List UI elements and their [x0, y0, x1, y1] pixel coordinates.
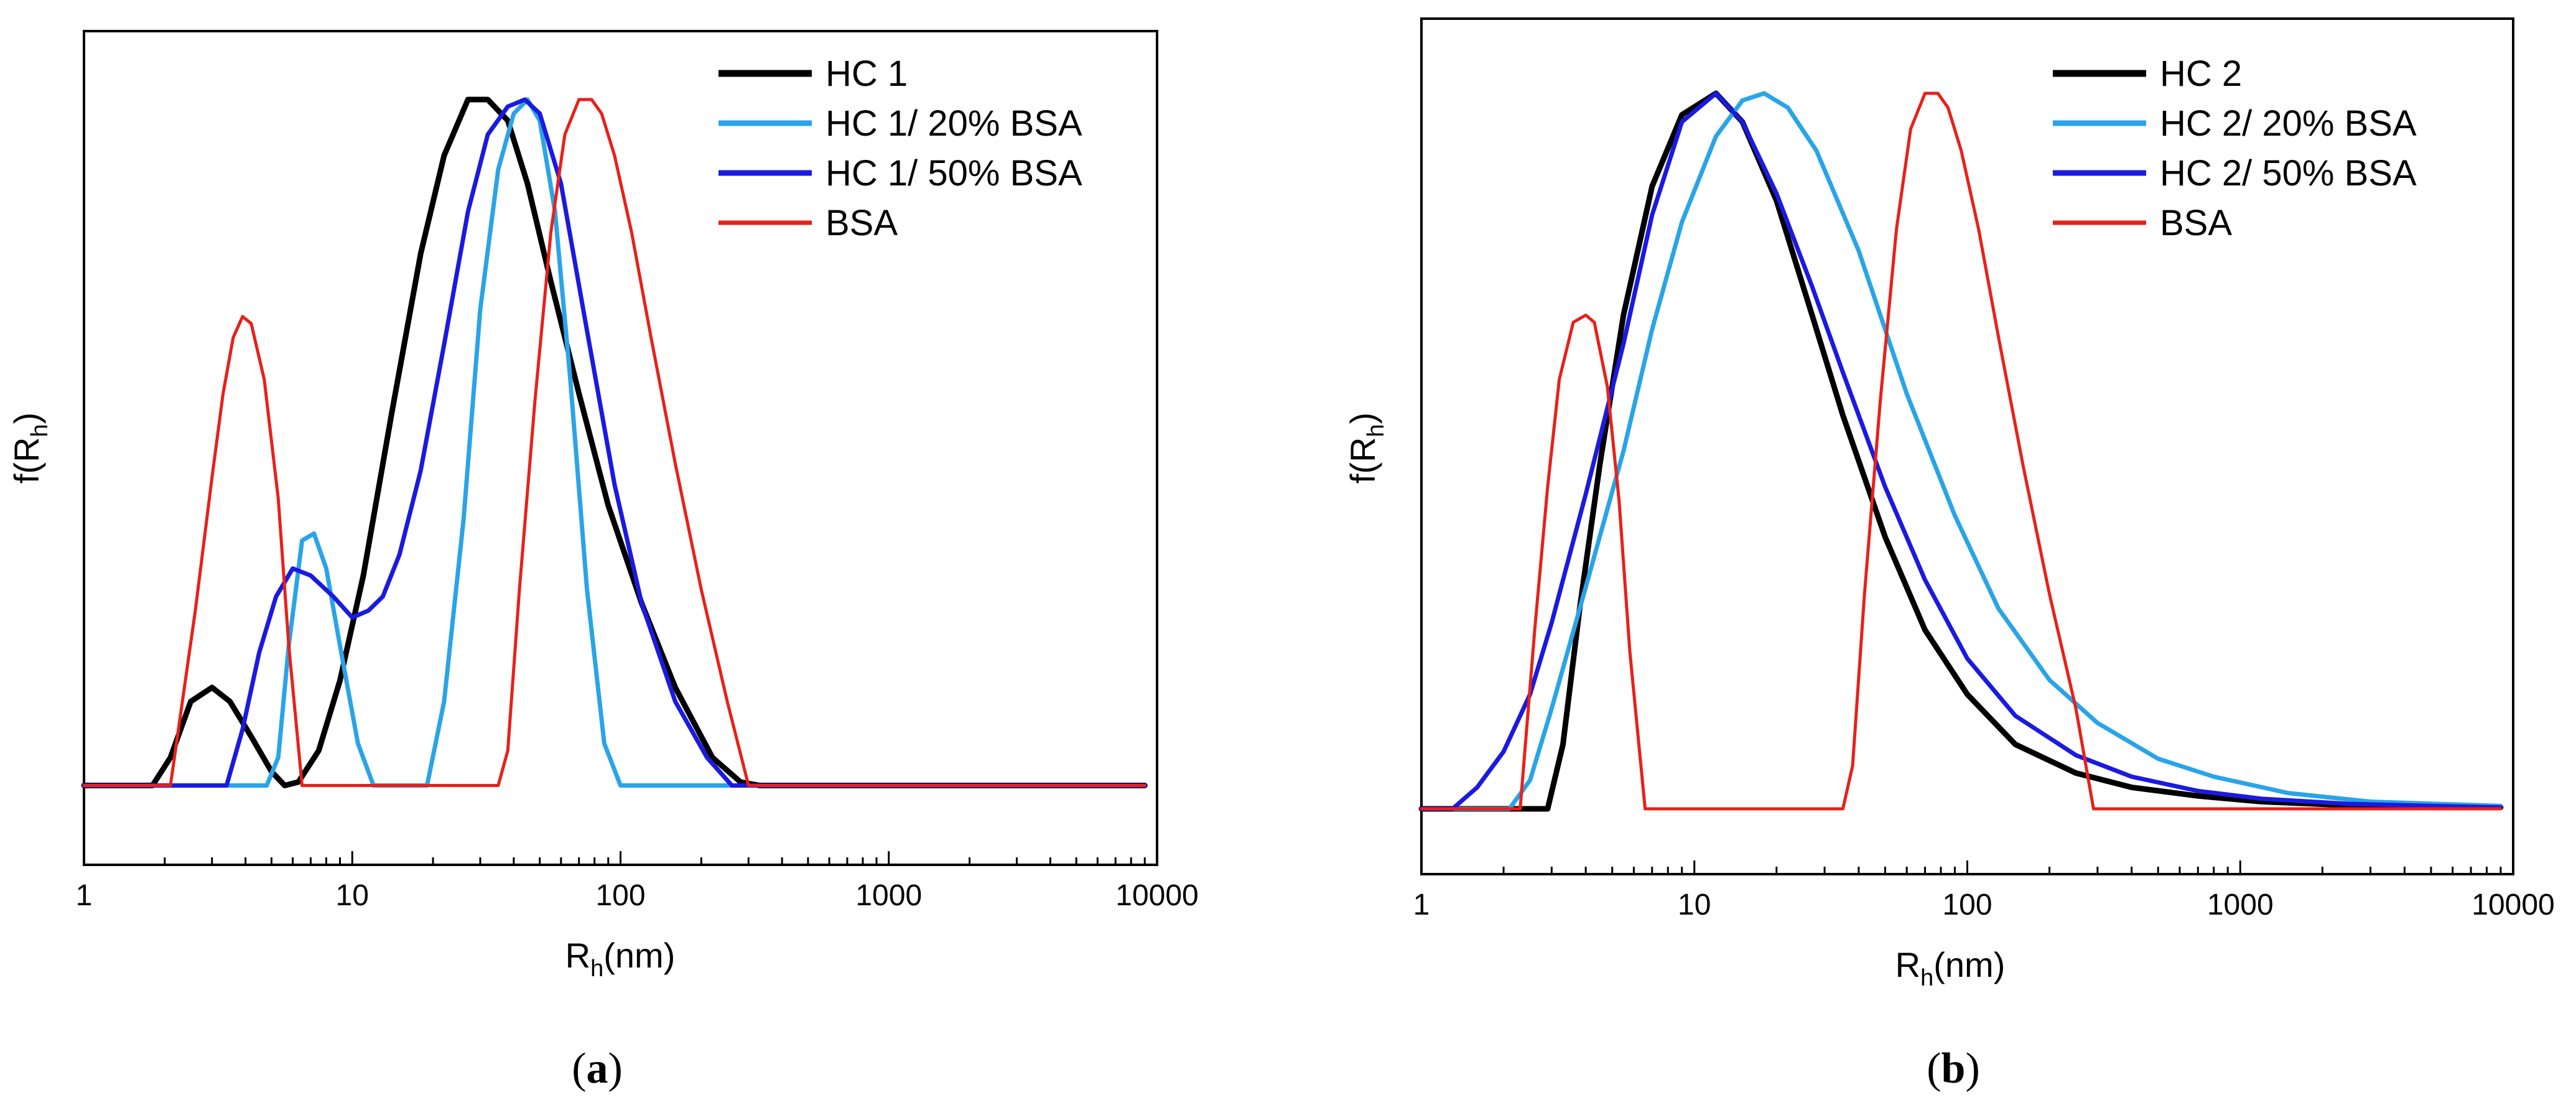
y-axis-label-b: f(Rh): [1343, 412, 1389, 483]
legend-label: HC 2/ 50% BSA: [2160, 153, 2417, 193]
panel-label-a: (a): [572, 1045, 623, 1093]
x-tick-label: 10000: [2471, 888, 2554, 921]
series-line-b-2: [1419, 91, 2503, 811]
series-group-a: [81, 96, 1148, 788]
x-tick-label: 1: [76, 879, 93, 912]
x-axis-label-a: Rh(nm): [565, 936, 676, 982]
legend-label: HC 1/ 50% BSA: [825, 153, 1082, 193]
y-axis-label-a: f(Rh): [7, 412, 53, 483]
panel-a: 1 10 100 1000 10000 Rh(nm) f(Rh) HC 1 HC 1/ 2…: [7, 30, 1199, 1093]
x-tick-label: 100: [1942, 888, 1992, 921]
x-ticks-b: 1 10 100 1000 10000: [1413, 860, 2555, 921]
legend-label: BSA: [825, 203, 898, 243]
series-line-a-4: [82, 98, 1146, 787]
x-tick-label: 10000: [1115, 879, 1198, 912]
x-tick-label: 10: [1678, 888, 1711, 921]
series-line-b-3: [1419, 91, 2503, 811]
plot-frame-b: [1420, 17, 2514, 875]
legend-label: HC 1/ 20% BSA: [825, 103, 1082, 144]
legend-label: BSA: [2160, 203, 2232, 243]
series-line-a-3: [81, 97, 1147, 788]
x-tick-label: 1000: [855, 879, 922, 912]
legend-a: HC 1 HC 1/ 20% BSA HC 1/ 50% BSA BSA: [718, 54, 1082, 243]
legend-label: HC 2/ 20% BSA: [2160, 103, 2417, 144]
panel-label-b: (b): [1927, 1045, 1980, 1093]
x-tick-label: 1000: [2207, 888, 2274, 921]
series-line-a-1: [81, 96, 1148, 788]
legend-label: HC 1: [825, 54, 908, 94]
series-line-b-1: [1418, 90, 2504, 812]
series-line-b-4: [1420, 91, 2503, 811]
series-group-b: [1418, 90, 2504, 812]
x-tick-label: 10: [336, 879, 369, 912]
panel-b: 1 10 100 1000 10000 Rh(nm) f(Rh) HC 2 HC 2/ 2…: [1343, 17, 2555, 1093]
legend-label: HC 2: [2160, 54, 2242, 94]
series-line-a-2: [81, 97, 1147, 788]
legend-b: HC 2 HC 2/ 20% BSA HC 2/ 50% BSA BSA: [2053, 54, 2417, 243]
x-tick-label: 1: [1413, 888, 1430, 921]
x-ticks-a: 1 10 100 1000 10000: [76, 851, 1199, 912]
x-tick-label: 100: [595, 879, 645, 912]
x-axis-label-b: Rh(nm): [1895, 945, 2006, 991]
